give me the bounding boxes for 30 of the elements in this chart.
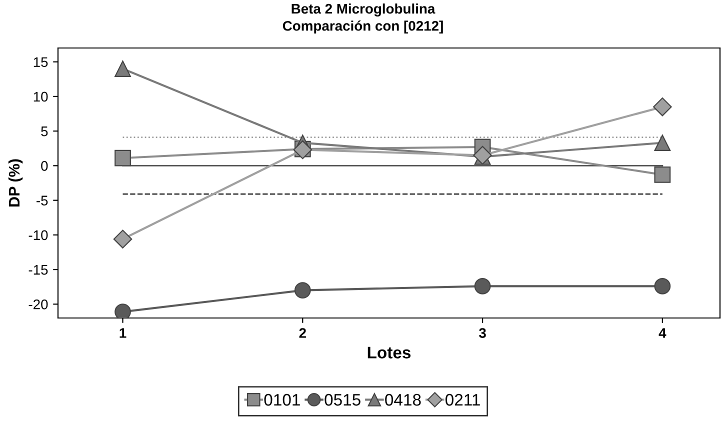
point bbox=[114, 304, 131, 318]
point bbox=[474, 278, 491, 294]
point bbox=[654, 278, 671, 294]
y-tick-label: 15 bbox=[34, 57, 48, 68]
point bbox=[114, 60, 131, 77]
legend-label: 0418 bbox=[385, 394, 421, 406]
y-tick-label: -15 bbox=[28, 265, 48, 275]
x-tick-label: 1 bbox=[120, 328, 126, 338]
point bbox=[653, 97, 672, 116]
y-tick-label: -5 bbox=[36, 196, 48, 206]
x-axis-title: Lotes bbox=[368, 346, 411, 358]
chart-title: Beta 2 Microglobulina bbox=[292, 3, 436, 17]
point bbox=[114, 150, 131, 166]
point bbox=[113, 230, 132, 248]
point bbox=[294, 282, 311, 298]
y-tick-label: -20 bbox=[28, 299, 48, 310]
point bbox=[654, 134, 671, 152]
y-tick-label: 0 bbox=[41, 161, 48, 171]
point bbox=[654, 166, 671, 183]
x-tick-label: 2 bbox=[299, 328, 306, 338]
y-tick-label: -10 bbox=[28, 230, 48, 240]
legend-label: 0515 bbox=[324, 394, 360, 406]
x-tick-label: 3 bbox=[479, 328, 486, 338]
y-tick-label: 10 bbox=[34, 92, 48, 102]
chart-subtitle: Comparación con [0212] bbox=[282, 20, 443, 34]
y-tick-label: 5 bbox=[41, 126, 48, 136]
legend-label: 0101 bbox=[264, 394, 300, 406]
legend-label: 0211 bbox=[446, 394, 480, 406]
y-axis-title: DP (%) bbox=[8, 159, 23, 206]
x-tick-label: 4 bbox=[658, 328, 666, 338]
